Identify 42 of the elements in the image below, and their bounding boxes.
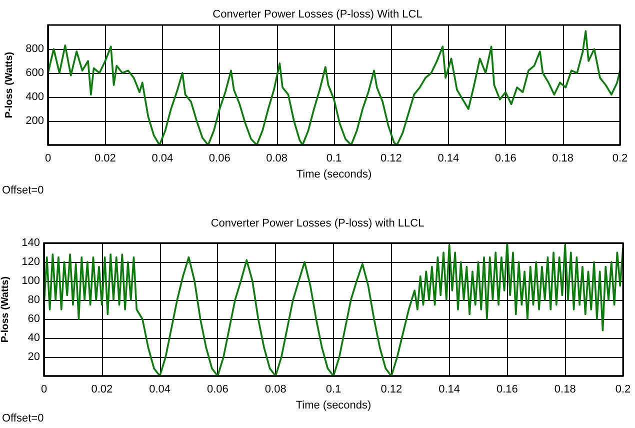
y-tick-label: 200	[26, 115, 44, 127]
y-tick-label: 60	[28, 313, 40, 325]
x-tick-label: 0.06	[206, 384, 228, 396]
x-tick-label: 0.12	[380, 384, 402, 396]
y-tick-label: 600	[26, 67, 44, 79]
y-tick-label: 80	[28, 294, 40, 306]
y-tick-label: 120	[22, 256, 40, 268]
x-tick-label: 0.16	[494, 152, 516, 164]
y-tick-label: 140	[22, 237, 40, 249]
x-axis-title: Time (seconds)	[296, 168, 372, 180]
x-tick-label: 0.18	[554, 384, 576, 396]
x-tick-label: 0.04	[149, 384, 171, 396]
x-tick-label: 0.08	[264, 384, 286, 396]
x-tick-label: 0.12	[380, 152, 402, 164]
text: Offset=0	[2, 184, 44, 196]
x-tick-label: 0.1	[326, 152, 342, 164]
x-tick-label: 0	[44, 152, 52, 164]
y-tick-label: 40	[28, 332, 40, 344]
x-tick-label: 0.18	[552, 152, 574, 164]
line-series	[43, 242, 624, 377]
x-tick-label: 0.2	[615, 384, 631, 396]
y-axis-title: P-loss (Watts)	[4, 52, 16, 118]
y-tick-label: 800	[26, 43, 44, 55]
x-tick-label: 0.08	[266, 152, 288, 164]
y-tick-label: 20	[28, 351, 40, 363]
x-tick-label: 0.16	[496, 384, 518, 396]
x-tick-label: 0.04	[152, 152, 174, 164]
x-tick-label: 0.02	[91, 384, 113, 396]
x-axis-title: Time (seconds)	[296, 399, 372, 412]
y-axis-title: P-loss (Watts)	[0, 276, 12, 343]
y-tick-label: 100	[22, 275, 40, 287]
x-tick-label: 0.2	[612, 152, 628, 164]
chart-title: Converter Power Losses (P-loss) with LLCL	[210, 218, 424, 230]
x-tick-label: 0.02	[94, 152, 116, 164]
x-tick-label: 0.1	[326, 384, 342, 396]
y-tick-label: 400	[26, 91, 44, 103]
x-tick-label: 0	[40, 384, 48, 396]
x-tick-label: 0.14	[438, 384, 460, 396]
chart-title: Converter Power Losses (P-loss) With LCL	[212, 8, 422, 20]
text: Offset=0	[2, 412, 44, 424]
x-tick-label: 0.14	[438, 152, 460, 164]
x-tick-label: 0.06	[208, 152, 230, 164]
